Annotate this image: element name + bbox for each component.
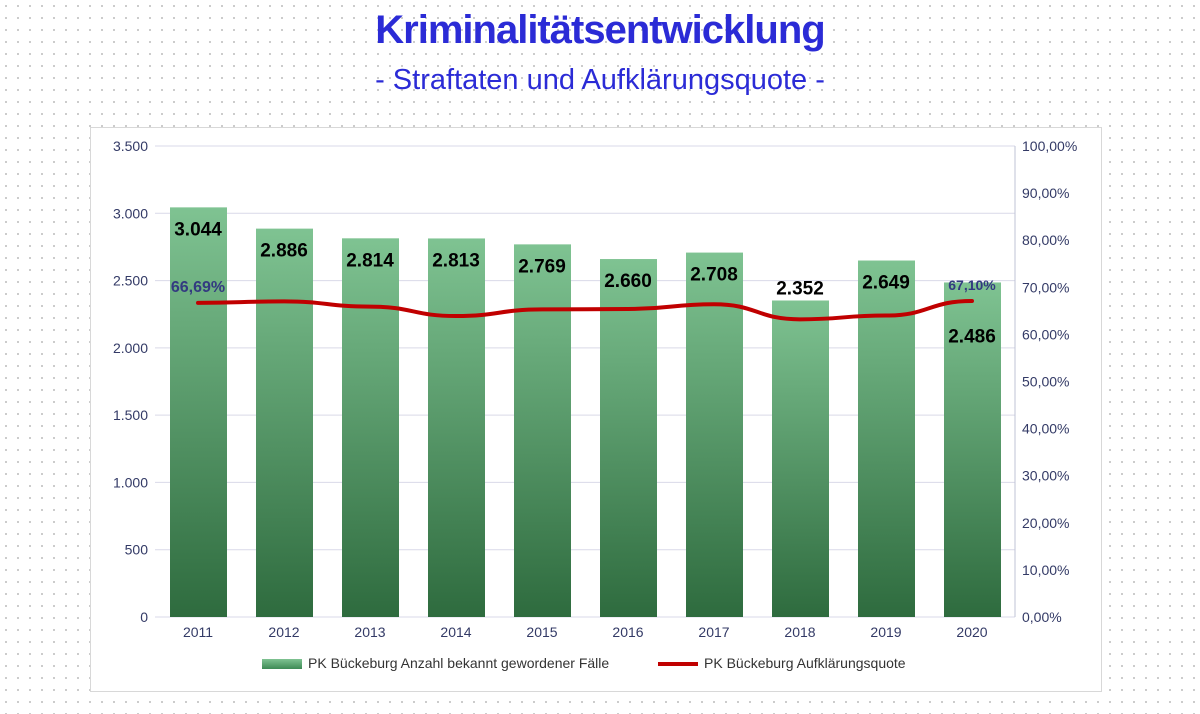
bar-data-label: 3.044 <box>174 219 222 240</box>
legend-line-swatch <box>658 662 698 667</box>
bar <box>256 228 313 617</box>
line-data-label: 67,10% <box>948 277 996 293</box>
legend-line-label: PK Bückeburg Aufklärungsquote <box>704 655 906 671</box>
bar-data-label: 2.660 <box>604 271 652 292</box>
legend-item-bars: PK Bückeburg Anzahl bekannt gewordener F… <box>262 655 609 671</box>
bar <box>514 244 571 618</box>
y-right-tick-label: 100,00% <box>1022 138 1077 154</box>
x-tick-label: 2016 <box>612 624 643 640</box>
x-tick-label: 2012 <box>268 624 299 640</box>
bar <box>170 207 227 618</box>
bar-data-label: 2.813 <box>432 250 480 271</box>
y-right-tick-label: 90,00% <box>1022 185 1069 201</box>
bar <box>858 260 915 617</box>
y-left-tick-label: 1.000 <box>113 474 148 490</box>
y-right-tick-label: 50,00% <box>1022 374 1069 390</box>
legend-bar-swatch <box>262 659 302 670</box>
x-tick-label: 2019 <box>870 624 901 640</box>
y-right-tick-label: 20,00% <box>1022 515 1069 531</box>
bar-data-label: 2.814 <box>346 250 394 271</box>
y-left-tick-label: 3.500 <box>113 138 148 154</box>
x-tick-label: 2011 <box>183 624 213 640</box>
y-right-tick-label: 70,00% <box>1022 279 1069 295</box>
bar <box>686 252 743 617</box>
y-left-tick-label: 1.500 <box>113 407 148 423</box>
legend-item-line: PK Bückeburg Aufklärungsquote <box>658 655 906 671</box>
bar <box>944 282 1001 617</box>
y-left-tick-label: 0 <box>140 609 148 625</box>
chart-title: Kriminalitätsentwicklung <box>375 8 825 52</box>
bar <box>772 300 829 617</box>
y-left-tick-label: 2.500 <box>113 273 148 289</box>
y-right-tick-label: 10,00% <box>1022 562 1069 578</box>
line-data-label: 66,69% <box>171 279 225 296</box>
bar-data-label: 2.486 <box>948 326 996 347</box>
x-tick-label: 2014 <box>440 624 471 640</box>
bar-data-label: 2.352 <box>776 278 824 299</box>
y-right-tick-label: 40,00% <box>1022 421 1069 437</box>
chart-subtitle: - Straftaten und Aufklärungsquote - <box>375 64 825 96</box>
legend-bar-label: PK Bückeburg Anzahl bekannt gewordener F… <box>308 655 610 671</box>
x-tick-label: 2013 <box>354 624 385 640</box>
x-tick-label: 2018 <box>784 624 815 640</box>
bar-data-label: 2.708 <box>690 265 738 286</box>
y-left-tick-label: 3.000 <box>113 205 148 221</box>
bar <box>342 238 399 618</box>
series-line <box>196 298 974 322</box>
y-right-tick-label: 80,00% <box>1022 232 1069 248</box>
x-tick-label: 2020 <box>956 624 987 640</box>
y-right-tick-label: 0,00% <box>1022 609 1062 625</box>
y-left-tick-label: 500 <box>125 542 149 558</box>
bar-data-label: 2.649 <box>862 273 910 294</box>
bar <box>600 259 657 617</box>
y-right-tick-label: 60,00% <box>1022 326 1069 342</box>
bar-data-label: 2.769 <box>518 256 566 277</box>
bar <box>428 238 485 618</box>
y-left-tick-label: 2.000 <box>113 340 148 356</box>
x-tick-label: 2015 <box>526 624 557 640</box>
bar-data-label: 2.886 <box>260 241 308 262</box>
x-tick-label: 2017 <box>698 624 729 640</box>
y-right-tick-label: 30,00% <box>1022 468 1069 484</box>
